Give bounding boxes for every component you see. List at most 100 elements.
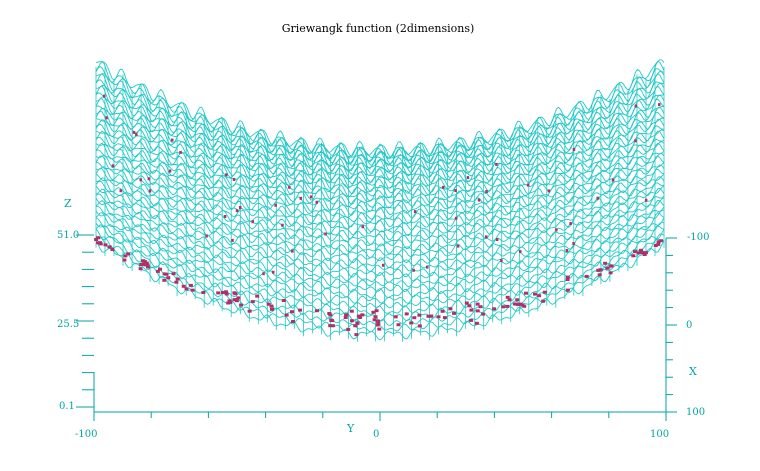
surface-marker (603, 261, 608, 265)
surface-marker (343, 316, 348, 319)
surface-marker (372, 318, 377, 322)
surface-marker (328, 324, 333, 328)
surface-marker (409, 321, 414, 325)
y-axis-label: Y (346, 422, 355, 435)
surface-marker (454, 189, 457, 193)
surface-marker (228, 300, 233, 304)
mesh-row (95, 233, 665, 326)
surface-marker (107, 245, 112, 249)
surface-marker (371, 310, 376, 314)
surface-marker (454, 216, 458, 220)
surface-marker (515, 298, 520, 302)
surface-marker (216, 291, 221, 295)
surface-marker (644, 251, 648, 255)
surface-marker (350, 319, 354, 323)
surface-marker (155, 269, 160, 273)
surface-marker (223, 215, 227, 218)
surface-marker (288, 185, 291, 189)
surface-marker (232, 298, 237, 302)
surface-marker (184, 287, 189, 291)
surface-marker (290, 310, 294, 314)
surface-marker (358, 316, 363, 319)
surface-marker (376, 322, 381, 326)
surface-marker (634, 104, 638, 108)
chart-title: Griewangk function (2dimensions) (282, 22, 475, 35)
surface-marker (225, 173, 228, 177)
mesh-row (95, 117, 665, 195)
surface-marker (231, 238, 234, 242)
mesh-row (95, 209, 664, 293)
surface-marker (233, 292, 238, 296)
surface-marker (429, 314, 434, 318)
surface-marker (495, 162, 498, 166)
surface-marker (147, 177, 151, 181)
surface-marker (605, 266, 610, 270)
surface-marker (247, 309, 252, 313)
surface-marker (631, 254, 636, 258)
surface-marker (227, 299, 232, 303)
surface-marker (608, 271, 613, 275)
mesh-row (95, 66, 665, 163)
surface-marker (190, 288, 195, 292)
surface-marker (324, 232, 327, 236)
mesh-row (95, 70, 665, 165)
mesh-row (95, 94, 665, 181)
surface-markers (94, 94, 663, 337)
surface-marker (565, 288, 570, 292)
surface-marker (381, 263, 385, 267)
surface-marker (346, 327, 351, 331)
surface-marker (355, 321, 360, 325)
surface-marker (597, 273, 602, 277)
mesh-row (95, 173, 665, 250)
mesh-row (95, 205, 665, 288)
surface-marker (658, 103, 661, 107)
surface-marker (524, 291, 528, 295)
surface-marker (377, 327, 382, 331)
surface-marker (533, 292, 537, 296)
surface-marker (442, 185, 445, 189)
surface-marker (642, 253, 647, 256)
mesh-row (95, 185, 665, 264)
surface-marker (234, 299, 239, 303)
axis-ticks (76, 234, 677, 421)
surface-marker (542, 290, 547, 294)
y-tick-label-min: -100 (75, 429, 97, 440)
surface-marker (162, 278, 167, 282)
surface-marker (656, 240, 661, 244)
surface-marker (266, 302, 271, 306)
z-axis-label: Z (64, 197, 72, 210)
surface-marker (636, 251, 641, 255)
surface-marker (526, 183, 530, 187)
surface-marker (164, 272, 169, 276)
surface-marker (541, 299, 546, 303)
surface-marker (598, 268, 603, 272)
surface-marker (492, 307, 497, 311)
surface-marker (505, 304, 510, 308)
surface-marker (456, 244, 460, 248)
surface-marker (569, 222, 572, 225)
surface-marker (236, 296, 241, 300)
surface-marker (284, 313, 289, 317)
surface-marker (469, 318, 474, 322)
surface-marker (634, 139, 637, 143)
surface-marker (166, 276, 171, 280)
surface-marker (653, 244, 658, 247)
surface-marker (315, 200, 318, 204)
surface-marker (611, 178, 615, 182)
mesh-row (95, 129, 665, 205)
surface-marker (235, 209, 239, 213)
surface-marker (393, 315, 398, 319)
surface-marker (270, 307, 274, 311)
mesh-row (95, 130, 665, 209)
surface-marker (640, 251, 645, 255)
surface-marker (485, 235, 488, 239)
surface-marker (404, 312, 409, 316)
y-tick-label-mid: 0 (373, 429, 379, 440)
surface-marker (475, 302, 480, 306)
surface-marker (330, 324, 335, 328)
surface-marker (481, 312, 486, 316)
surface-marker (656, 242, 661, 246)
surface-marker (519, 250, 522, 254)
surface-marker (224, 290, 228, 294)
surface-marker (146, 265, 150, 269)
